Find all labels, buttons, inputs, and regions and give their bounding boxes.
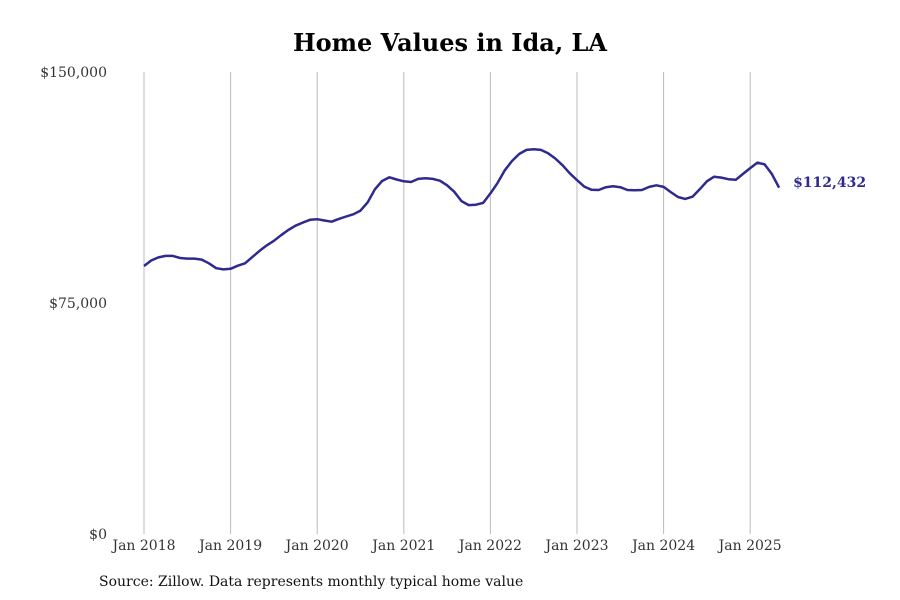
x-tick-label: Jan 2021 [370, 538, 435, 554]
x-tick-label: Jan 2025 [717, 538, 782, 554]
y-tick-label: $0 [89, 527, 107, 543]
grid-lines [143, 72, 751, 534]
series-line [143, 148, 781, 271]
x-tick-label: Jan 2020 [284, 538, 349, 554]
source-note: Source: Zillow. Data represents monthly … [99, 574, 524, 590]
x-tick-label: Jan 2022 [457, 538, 522, 554]
x-axis-ticks: Jan 2018 Jan 2019 Jan 2020 Jan 2021 Jan 2022… [110, 538, 781, 554]
x-tick-label: Jan 2023 [543, 538, 608, 554]
end-label-group: $112,432 [793, 175, 866, 191]
chart-title: Home Values in Ida, LA [292, 28, 608, 57]
x-tick-label: Jan 2018 [110, 538, 175, 554]
end-value-label: $112,432 [793, 175, 866, 191]
series-lines [143, 148, 781, 271]
y-axis-ticks: $0 $75,000 $150,000 [40, 65, 107, 543]
x-tick-label: Jan 2019 [197, 538, 262, 554]
x-tick-label: Jan 2024 [630, 538, 695, 554]
y-tick-label: $150,000 [40, 65, 107, 81]
y-tick-label: $75,000 [49, 296, 107, 312]
